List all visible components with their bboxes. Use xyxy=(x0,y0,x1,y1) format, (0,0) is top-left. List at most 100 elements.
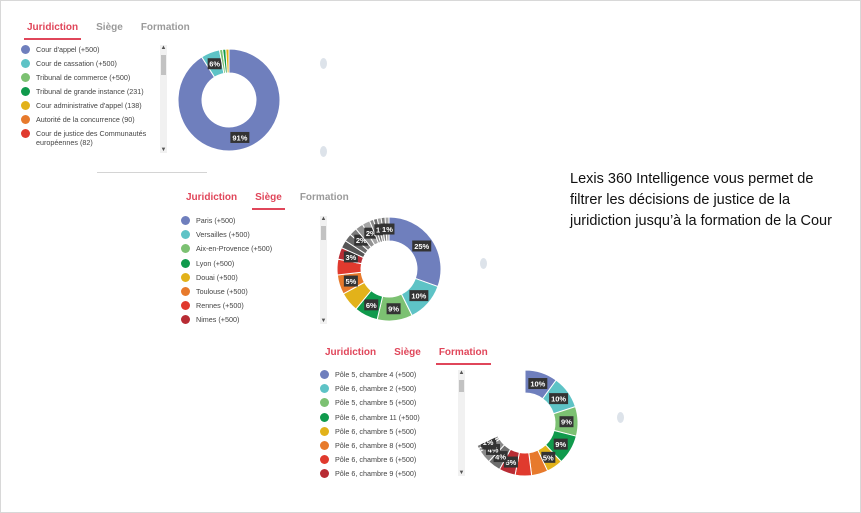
legend-color-dot xyxy=(320,440,329,450)
donut-slice[interactable] xyxy=(471,369,526,447)
legend-color-dot xyxy=(320,469,329,478)
slice-percent-text: 10% xyxy=(551,395,566,404)
tab-formation[interactable]: Formation xyxy=(140,22,190,33)
legend-item[interactable]: Tribunal de grande instance (231) xyxy=(21,87,153,96)
slice-percent-text: 10% xyxy=(411,292,426,301)
legend-color-dot xyxy=(181,286,190,296)
scroll-down-arrow[interactable]: ▼ xyxy=(320,318,327,324)
legend-item[interactable]: Pôle 6, chambre 6 (+500) xyxy=(320,455,455,465)
slice-percent-label: 3% xyxy=(343,251,358,263)
tab-siege[interactable]: Siège xyxy=(252,192,285,210)
donut-slice[interactable] xyxy=(225,48,230,74)
label-background xyxy=(386,303,401,315)
chart-edge-handle[interactable] xyxy=(320,58,327,69)
tab-juridiction[interactable]: Juridiction xyxy=(186,192,238,203)
tab-juridiction[interactable]: Juridiction xyxy=(325,347,377,358)
legend-color-dot xyxy=(181,244,190,254)
donut-slice[interactable] xyxy=(177,48,281,152)
legend-item[interactable]: Tribunal de commerce (+500) xyxy=(21,73,153,82)
legend-item[interactable]: Lyon (+500) xyxy=(181,258,313,268)
legend-item-label: Cour de cassation (+500) xyxy=(36,59,117,68)
scroll-up-arrow[interactable]: ▲ xyxy=(320,216,327,222)
label-background xyxy=(380,223,395,235)
scroll-up-arrow[interactable]: ▲ xyxy=(458,370,465,376)
legend-item-label: Rennes (+500) xyxy=(196,301,244,311)
legend-item-label: Lyon (+500) xyxy=(196,258,235,268)
legend-item[interactable]: Toulouse (+500) xyxy=(181,286,313,296)
slice-percent-text: 5% xyxy=(506,458,517,467)
scroll-up-arrow[interactable]: ▲ xyxy=(160,45,167,51)
legend-scrollbar[interactable]: ▲ ▼ xyxy=(458,370,465,476)
legend-list: Cour d'appel (+500) Cour de cassation (+5… xyxy=(21,45,153,151)
slice-percent-text: 5% xyxy=(345,277,356,286)
tab-siege[interactable]: Siège xyxy=(394,347,421,358)
legend-item[interactable]: Cour administrative d'appel (138) xyxy=(21,101,153,110)
legend-item-label: Douai (+500) xyxy=(196,272,238,282)
chart-edge-handle[interactable] xyxy=(320,146,327,157)
active-tab-underline xyxy=(24,38,82,40)
chart-edge-handle[interactable] xyxy=(480,258,487,269)
legend-item-label: Pôle 6, chambre 2 (+500) xyxy=(335,384,417,394)
donut-chart: 25%10%9%6%5%3%2%2%1%1% xyxy=(336,216,442,322)
legend-color-dot xyxy=(181,301,190,311)
legend-item[interactable]: Cour de cassation (+500) xyxy=(21,59,153,68)
legend-color-dot xyxy=(21,115,30,124)
slice-percent-label: 6% xyxy=(207,58,222,70)
chart-edge-handle[interactable] xyxy=(617,412,624,423)
legend-item[interactable]: Paris (+500) xyxy=(181,216,313,225)
legend-item[interactable]: Pôle 5, chambre 4 (+500) xyxy=(320,370,455,379)
slice-percent-text: 1% xyxy=(483,438,494,447)
legend-item-label: Tribunal de commerce (+500) xyxy=(36,73,131,82)
scroll-thumb[interactable] xyxy=(161,55,166,75)
filter-tabs: Juridiction Siège Formation xyxy=(24,22,190,40)
scroll-thumb[interactable] xyxy=(459,380,464,392)
tab-formation[interactable]: Formation xyxy=(299,192,349,203)
legend-item[interactable]: Pôle 5, chambre 5 (+500) xyxy=(320,398,455,408)
scroll-down-arrow[interactable]: ▼ xyxy=(160,147,167,153)
label-background xyxy=(409,290,429,302)
slice-percent-label: 10% xyxy=(409,290,429,302)
legend-color-dot xyxy=(320,384,329,394)
legend-item[interactable]: Pôle 6, chambre 8 (+500) xyxy=(320,440,455,450)
tab-siege[interactable]: Siège xyxy=(96,22,123,33)
legend-item[interactable]: Pôle 6, chambre 2 (+500) xyxy=(320,384,455,394)
legend-item[interactable]: Autorité de la concurrence (90) xyxy=(21,115,153,124)
slice-percent-text: 1% xyxy=(382,225,393,234)
label-background xyxy=(493,451,508,463)
slice-percent-label: 2% xyxy=(364,227,379,239)
legend-color-dot xyxy=(320,370,329,379)
slice-percent-text: 2% xyxy=(356,236,367,245)
label-background xyxy=(553,438,568,450)
slice-percent-text: 2% xyxy=(366,229,377,238)
legend-color-dot xyxy=(181,315,190,325)
legend-scrollbar[interactable]: ▲ ▼ xyxy=(320,216,327,324)
legend-item[interactable]: Nimes (+500) xyxy=(181,315,313,325)
label-background xyxy=(230,131,250,143)
label-background xyxy=(528,378,548,390)
legend-item[interactable]: Pôle 6, chambre 9 (+500) xyxy=(320,469,455,478)
legend-scrollbar[interactable]: ▲ ▼ xyxy=(160,45,167,153)
scroll-thumb[interactable] xyxy=(321,226,326,240)
legend-item[interactable]: Aix-en-Provence (+500) xyxy=(181,244,313,254)
label-background xyxy=(343,251,358,263)
slice-percent-label: 9% xyxy=(553,438,568,450)
legend-item[interactable]: Versailles (+500) xyxy=(181,230,313,240)
slice-percent-label: 6% xyxy=(364,299,379,311)
scroll-down-arrow[interactable]: ▼ xyxy=(458,470,465,476)
legend-item[interactable]: Douai (+500) xyxy=(181,272,313,282)
legend-item-label: Pôle 6, chambre 9 (+500) xyxy=(335,469,417,478)
slice-percent-text: 25% xyxy=(414,242,429,251)
legend-item-label: Aix-en-Provence (+500) xyxy=(196,244,273,254)
slice-percent-label: 1% xyxy=(481,436,496,448)
legend-item[interactable]: Cour de justice des Communautés européen… xyxy=(21,129,153,147)
slice-percent-text: 10% xyxy=(530,380,545,389)
legend-color-dot xyxy=(21,59,30,68)
panel-formation: Juridiction Siège Formation Pôle 5, cham… xyxy=(320,347,624,478)
tab-formation[interactable]: Formation xyxy=(435,347,491,365)
legend-item[interactable]: Rennes (+500) xyxy=(181,301,313,311)
legend-item-label: Cour d'appel (+500) xyxy=(36,45,100,54)
legend-item[interactable]: Pôle 6, chambre 5 (+500) xyxy=(320,426,455,436)
legend-item[interactable]: Cour d'appel (+500) xyxy=(21,45,153,54)
legend-item[interactable]: Pôle 6, chambre 11 (+500) xyxy=(320,412,455,422)
tab-juridiction[interactable]: Juridiction xyxy=(24,22,82,40)
